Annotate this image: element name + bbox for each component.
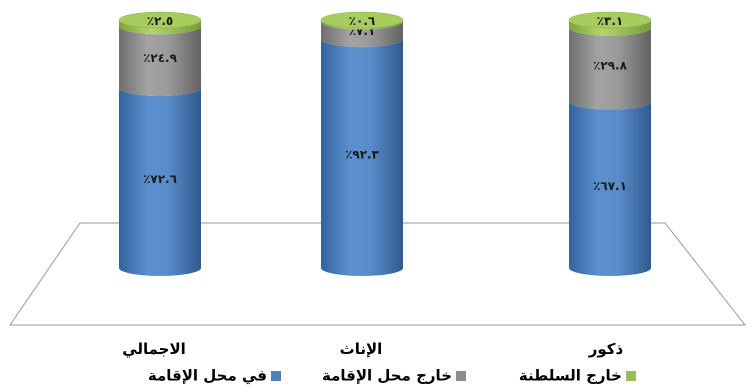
legend-item-outside-residence: خارج محل الإقامة [322,366,466,385]
bar-top-females [320,11,404,29]
legend-item-in-residence: في محل الإقامة [148,366,281,385]
bar-males-outside-residence [569,27,651,110]
data-label-females-outside-sultanate: ٪٠.٦ [349,14,376,28]
bar-total-in-residence [119,87,201,276]
bar-total-outside-sultanate [119,20,201,35]
bar-top-total [118,11,202,29]
cylinder-total: ٪٧٢.٦ ٪٢٤.٩ ٪٢.٥ [118,11,202,276]
data-label-males-outside-residence: ٪٢٩.٨ [593,59,628,73]
bar-total-outside-residence [119,26,201,96]
cylinder-males: ٪٦٧.١ ٪٢٩.٨ ٪٣.١ [568,11,652,276]
bar-top-males [568,11,652,29]
legend: خارج السلطنة خارج محل الإقامة في محل الإ… [0,366,756,388]
bar-males-outside-sultanate [569,20,651,36]
category-label-males: ذكور [588,340,624,358]
legend-swatch-in-residence [271,370,281,381]
legend-label-outside-sultanate: خارج السلطنة [518,366,622,385]
data-label-males-in-residence: ٪٦٧.١ [593,179,627,193]
category-label-females: الإناث [339,340,383,358]
legend-swatch-outside-sultanate [626,370,636,381]
category-label-total: الاجمالي [122,340,186,358]
legend-label-in-residence: في محل الإقامة [147,366,267,385]
data-label-total-outside-sultanate: ٪٢.٥ [147,14,174,28]
cylinder-females: ٪٩٢.٣٪٧.١٪٠.٦ [320,11,404,276]
data-label-total-in-residence: ٪٧٢.٦ [143,172,177,186]
bar-males-in-residence [569,101,651,276]
bar-females-outside-residence [321,21,403,48]
legend-item-outside-sultanate: خارج السلطنة [519,366,636,385]
legend-label-outside-residence: خارج محل الإقامة [322,366,452,385]
legend-swatch-outside-residence [456,370,466,381]
bar-females-in-residence [321,39,403,276]
data-label-females-in-residence: ٪٩٢.٣ [345,148,380,162]
data-label-males-outside-sultanate: ٪٣.١ [597,14,624,28]
data-label-total-outside-residence: ٪٢٤.٩ [143,51,178,65]
